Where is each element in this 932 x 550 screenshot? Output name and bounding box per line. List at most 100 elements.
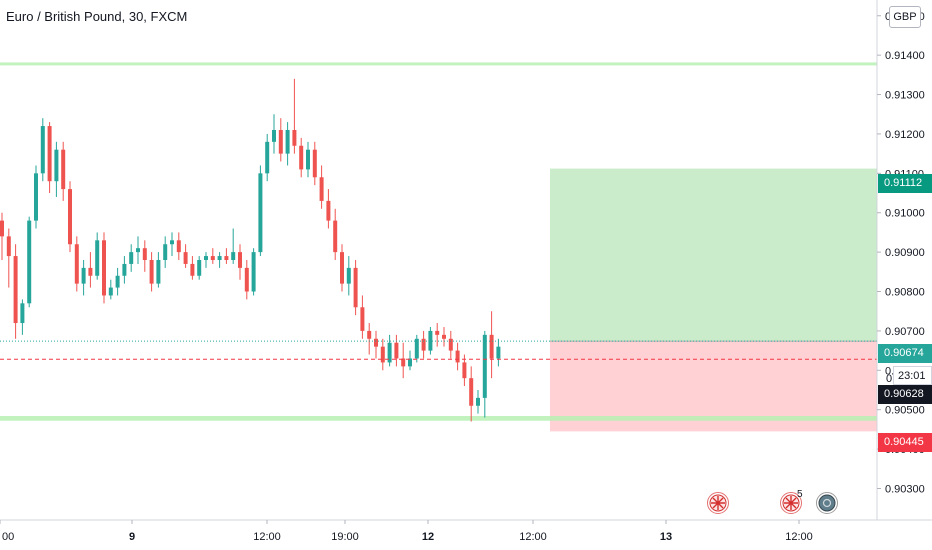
candle-body <box>149 260 154 284</box>
candle-body <box>54 149 59 182</box>
candle-body <box>326 200 331 221</box>
candle-body <box>482 334 487 398</box>
time-tick-label: 9 <box>129 531 135 543</box>
candle-body <box>95 240 100 276</box>
candle-body <box>299 145 304 170</box>
candle-body <box>129 252 134 264</box>
candle-body <box>455 350 460 363</box>
candle-body <box>176 240 181 253</box>
time-tick-label: 12 <box>422 531 434 543</box>
candle-body <box>136 248 140 253</box>
uk-flag-event-icon[interactable] <box>707 492 729 514</box>
candle-body <box>435 330 440 335</box>
candle-body <box>34 173 38 221</box>
candle-body <box>428 330 433 351</box>
currency-button[interactable]: GBP <box>889 6 921 28</box>
price-tick-label: 0.90900 <box>885 247 925 259</box>
time-tick-label: 12:00 <box>785 531 813 543</box>
candle-body <box>61 149 66 190</box>
candle-series <box>0 78 501 422</box>
candle-body <box>210 256 215 260</box>
last-price-badge: 0.90628 <box>878 385 932 404</box>
candle-body <box>360 307 365 331</box>
candle-body <box>469 378 474 406</box>
candle-body <box>421 338 426 351</box>
price-tick-label: 0.90800 <box>885 287 925 299</box>
candle-body <box>448 338 453 351</box>
uk-flag-event-group-icon[interactable] <box>780 492 802 514</box>
candle-body <box>462 362 467 379</box>
candle-body <box>408 358 412 367</box>
candle-body <box>238 252 242 268</box>
candle-body <box>81 267 86 284</box>
candle-body <box>102 240 106 296</box>
candle-body <box>13 256 18 324</box>
time-axis[interactable]: 00 9 12:00 19:00 12 12:00 13 12:00 <box>0 520 813 543</box>
candle-body <box>292 130 297 146</box>
candle-body <box>278 130 283 154</box>
candle-body <box>333 220 338 253</box>
chart-title: Euro / British Pound, 30, FXCM <box>6 9 188 24</box>
partial-price-digit: 0 <box>886 373 893 385</box>
time-tick-label: 12:00 <box>253 531 281 543</box>
candle-body <box>496 346 501 359</box>
candle-body <box>183 252 188 264</box>
candle-body <box>88 267 93 276</box>
candle-body <box>47 126 52 182</box>
candle-body <box>20 303 25 324</box>
time-tick-label: 12:00 <box>519 531 547 543</box>
candle-body <box>68 189 72 245</box>
candle-body <box>231 252 236 260</box>
candle-body <box>353 267 358 308</box>
price-tick-label: 0.90300 <box>885 483 925 495</box>
level-band-1 <box>0 416 877 421</box>
time-tick-label: 13 <box>660 531 672 543</box>
position-zones <box>550 168 877 432</box>
price-tick-label: 0.91300 <box>885 90 925 102</box>
candle-body <box>401 358 406 367</box>
candle-body <box>380 346 385 363</box>
candle-body <box>340 252 344 284</box>
candle-body <box>387 342 392 363</box>
time-tick-label: 19:00 <box>331 531 359 543</box>
price-tick-label: 0.91400 <box>885 50 925 62</box>
candle-body <box>115 275 120 288</box>
candle-body <box>122 263 127 276</box>
profit-zone <box>550 168 877 342</box>
candle-body <box>258 173 263 253</box>
time-tick-label: 00 <box>2 531 14 543</box>
candle-body <box>394 342 399 359</box>
candle-body <box>272 130 276 142</box>
candle-body <box>285 130 290 154</box>
candle-body <box>190 263 195 276</box>
economic-event-icon[interactable] <box>816 492 838 514</box>
candle-body <box>414 338 419 359</box>
candle-body <box>108 287 113 296</box>
candle-body <box>319 177 324 201</box>
candle-body <box>156 260 161 284</box>
candle-body <box>489 334 494 359</box>
candle-body <box>6 236 11 257</box>
event-count-badge: 5 <box>797 489 803 500</box>
entry-price-badge: 0.90674 <box>878 344 932 363</box>
candle-body <box>197 260 202 276</box>
price-tick-label: 0.90700 <box>885 326 925 338</box>
candle-body <box>224 256 229 260</box>
price-tick-label: 0.90500 <box>885 405 925 417</box>
candle-body <box>367 330 372 339</box>
candle-body <box>204 256 208 260</box>
candle-body <box>312 149 317 178</box>
candle-body <box>217 256 222 260</box>
candle-body <box>40 126 45 174</box>
take-profit-price-badge: 0.91112 <box>878 174 932 193</box>
candle-body <box>170 240 174 245</box>
level-band-0 <box>0 62 877 66</box>
candle-body <box>27 220 32 304</box>
price-lines <box>0 340 877 360</box>
price-axis[interactable]: 0.915000.914000.913000.912000.911000.910… <box>877 11 925 496</box>
candle-body <box>442 334 446 339</box>
candle-body <box>0 220 4 237</box>
candle-body <box>244 267 249 292</box>
